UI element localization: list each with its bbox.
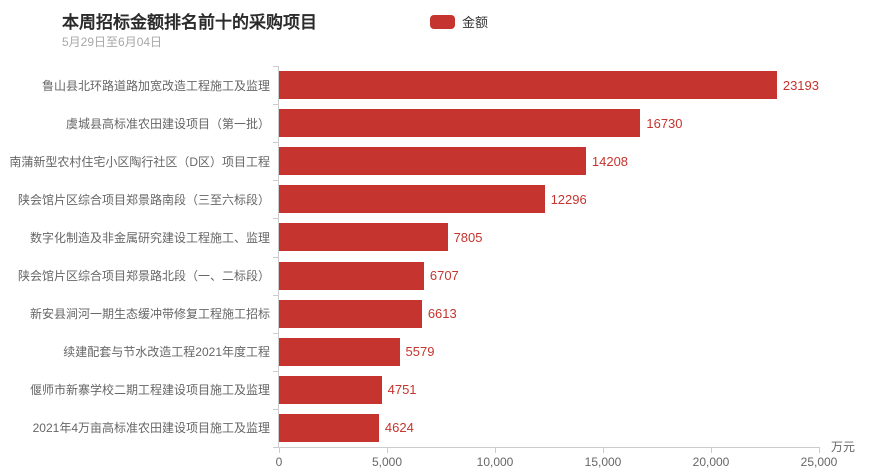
category-label: 陕会馆片区综合项目郑景路北段（一、二标段）	[17, 269, 270, 284]
bar[interactable]	[279, 413, 379, 442]
x-axis-tick-label: 10,000	[476, 455, 514, 469]
bar-value-label: 4624	[384, 420, 414, 436]
bar-value-label: 6707	[429, 268, 459, 284]
x-axis-tick-label: 25,000	[800, 455, 838, 469]
bar-row: 4751	[279, 371, 819, 409]
bar-value-label: 16730	[646, 115, 683, 131]
bar-row: 7805	[279, 218, 819, 256]
bar-value-label: 23193	[782, 77, 819, 93]
bar[interactable]	[279, 261, 424, 290]
y-axis-tick	[273, 447, 279, 448]
y-axis-tick	[273, 408, 279, 410]
bar[interactable]	[279, 147, 586, 176]
x-axis-tick	[819, 447, 820, 453]
x-axis-tick	[387, 447, 388, 453]
x-axis-tick	[495, 447, 496, 453]
bar[interactable]	[279, 375, 382, 404]
bar-row: 5579	[279, 333, 819, 371]
bar-row: 6613	[279, 295, 819, 333]
y-axis-tick	[273, 256, 279, 258]
category-label: 鲁山县北环路道路加宽改造工程施工及监理	[41, 78, 270, 93]
bar[interactable]	[279, 109, 641, 138]
bar-value-label: 14208	[591, 153, 629, 169]
category-label: 陕会馆片区综合项目郑景路南段（三至六标段）	[17, 192, 270, 207]
y-axis-tick	[273, 332, 279, 334]
bar-value-label: 4751	[387, 382, 417, 398]
y-axis-tick	[273, 370, 279, 372]
bar[interactable]	[279, 337, 400, 366]
x-axis-tick-label: 5,000	[371, 455, 403, 469]
bar[interactable]	[279, 71, 777, 100]
category-label: 虞城县高标准农田建设项目（第一批）	[65, 116, 270, 131]
bar-row: 14208	[279, 142, 819, 180]
x-axis-tick	[711, 447, 712, 453]
bar-value-label: 6613	[427, 306, 457, 322]
y-axis-tick	[273, 294, 279, 296]
bar-value-label: 5579	[405, 344, 435, 360]
y-axis-tick	[273, 180, 279, 182]
category-label: 2021年4万亩高标准农田建设项目施工及监理	[32, 421, 270, 436]
bar-row: 6707	[279, 256, 819, 294]
category-label: 南蒲新型农村住宅小区陶行社区（D区）项目工程	[9, 154, 270, 169]
x-axis-tick-label: 0	[275, 455, 283, 469]
y-axis-category-labels: 鲁山县北环路道路加宽改造工程施工及监理虞城县高标准农田建设项目（第一批） 南蒲新型…	[0, 66, 270, 447]
chart-subtitle: 5月29日至6月04日	[62, 35, 163, 49]
legend-item-amount[interactable]: 金额	[430, 12, 488, 31]
x-axis-tick-label: 15,000	[584, 455, 622, 469]
y-axis-tick	[273, 104, 279, 106]
legend-marker-icon	[430, 14, 455, 29]
x-axis-unit-label: 万元	[831, 440, 856, 454]
x-axis-tick	[279, 447, 280, 453]
x-axis-tick-label: 20,000	[692, 455, 730, 469]
bar-row: 23193	[279, 66, 819, 104]
bar[interactable]	[279, 185, 545, 214]
legend-label: 金额	[462, 15, 489, 30]
bar[interactable]	[279, 299, 422, 328]
y-axis-tick	[273, 142, 279, 144]
y-axis-tick	[273, 218, 279, 220]
bar-row: 16730	[279, 104, 819, 142]
category-label: 偃师市新寨学校二期工程建设项目施工及监理	[29, 383, 270, 398]
bar-row: 12296	[279, 180, 819, 218]
y-axis-tick	[273, 66, 279, 67]
plot-area: 23193 16730 14208 12296 7805 6707 6613 5…	[273, 66, 855, 469]
chart-title: 本周招标金额排名前十的采购项目	[62, 13, 317, 32]
category-label: 数字化制造及非金属研究建设工程施工、监理	[29, 230, 270, 245]
bar-value-label: 12296	[550, 191, 587, 207]
bar-series: 23193 16730 14208 12296 7805 6707 6613 5…	[279, 66, 819, 447]
bar-row: 4624	[279, 409, 819, 447]
bar[interactable]	[279, 223, 448, 252]
category-label: 续建配套与节水改造工程2021年度工程	[63, 345, 270, 360]
category-label: 新安县涧河一期生态缓冲带修复工程施工招标	[29, 307, 270, 322]
bar-value-label: 7805	[453, 229, 483, 245]
x-axis-tick	[603, 447, 604, 453]
